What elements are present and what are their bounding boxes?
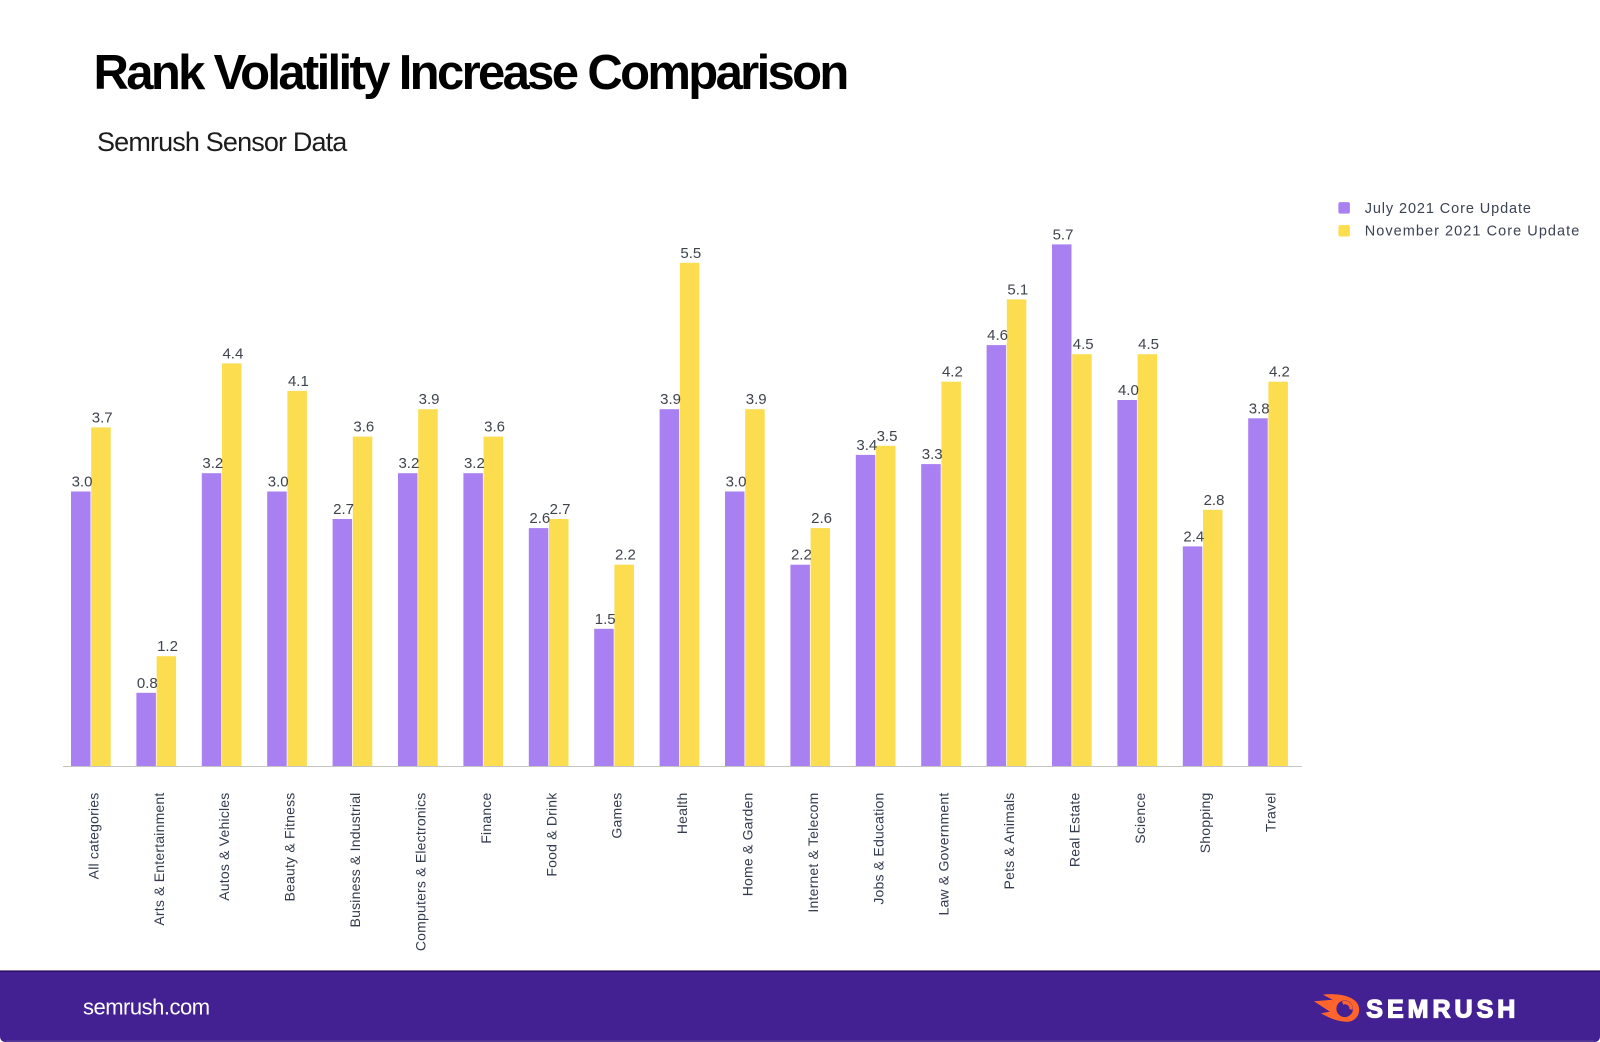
svg-text:Science: Science — [1132, 792, 1148, 843]
svg-text:3.5: 3.5 — [877, 428, 898, 445]
svg-text:3.9: 3.9 — [660, 391, 681, 408]
svg-text:5.5: 5.5 — [680, 245, 701, 262]
svg-text:Rank Volatility Increase Compa: Rank Volatility Increase Comparison — [94, 46, 847, 100]
svg-text:Shopping: Shopping — [1197, 793, 1213, 854]
svg-text:3.9: 3.9 — [746, 391, 767, 408]
svg-text:5.7: 5.7 — [1053, 226, 1074, 243]
svg-text:3.0: 3.0 — [72, 474, 93, 491]
svg-text:2.8: 2.8 — [1204, 492, 1225, 509]
svg-text:3.6: 3.6 — [353, 419, 374, 436]
svg-text:3.4: 3.4 — [856, 437, 877, 454]
svg-text:Pets & Animals: Pets & Animals — [1001, 793, 1017, 890]
svg-text:2.4: 2.4 — [1183, 528, 1204, 545]
svg-text:Food & Drink: Food & Drink — [543, 792, 559, 877]
svg-text:5.1: 5.1 — [1007, 281, 1028, 298]
svg-text:semrush.com: semrush.com — [83, 995, 210, 1020]
svg-text:2.6: 2.6 — [529, 510, 550, 527]
svg-text:3.9: 3.9 — [419, 391, 440, 408]
svg-text:4.6: 4.6 — [987, 327, 1008, 344]
svg-text:November 2021 Core Update: November 2021 Core Update — [1365, 224, 1581, 240]
svg-text:All categories: All categories — [85, 793, 101, 880]
svg-text:3.0: 3.0 — [268, 474, 289, 491]
svg-text:2.7: 2.7 — [550, 501, 571, 518]
svg-text:4.2: 4.2 — [942, 364, 963, 381]
svg-text:4.1: 4.1 — [288, 373, 309, 390]
svg-text:Semrush Sensor Data: Semrush Sensor Data — [97, 127, 348, 157]
svg-text:Beauty & Fitness: Beauty & Fitness — [282, 793, 298, 902]
svg-text:Computers & Electronics: Computers & Electronics — [413, 793, 429, 952]
svg-text:Business & Industrial: Business & Industrial — [347, 793, 363, 928]
svg-text:3.2: 3.2 — [464, 455, 485, 472]
svg-text:Arts & Entertainment: Arts & Entertainment — [151, 793, 167, 926]
svg-text:Law & Government: Law & Government — [936, 793, 952, 916]
svg-text:4.5: 4.5 — [1138, 336, 1159, 353]
svg-text:4.4: 4.4 — [222, 345, 243, 362]
svg-text:4.5: 4.5 — [1073, 336, 1094, 353]
svg-text:2.2: 2.2 — [791, 547, 812, 564]
svg-text:4.0: 4.0 — [1118, 382, 1139, 399]
svg-text:July 2021 Core Update: July 2021 Core Update — [1365, 201, 1532, 217]
svg-text:1.2: 1.2 — [157, 638, 178, 655]
svg-text:3.2: 3.2 — [202, 455, 223, 472]
svg-text:SEMRUSH: SEMRUSH — [1366, 995, 1519, 1023]
svg-text:3.3: 3.3 — [922, 446, 943, 463]
svg-text:Games: Games — [609, 793, 625, 839]
svg-text:3.8: 3.8 — [1249, 400, 1270, 417]
svg-text:Finance: Finance — [478, 792, 494, 843]
svg-text:Real Estate: Real Estate — [1066, 792, 1082, 867]
svg-text:3.0: 3.0 — [726, 474, 747, 491]
svg-text:3.6: 3.6 — [484, 419, 505, 436]
svg-text:Internet & Telecom: Internet & Telecom — [805, 793, 821, 913]
svg-text:Autos & Vehicles: Autos & Vehicles — [216, 793, 232, 901]
svg-text:Health: Health — [674, 793, 690, 835]
svg-text:2.7: 2.7 — [333, 501, 354, 518]
svg-text:Home & Garden: Home & Garden — [740, 793, 756, 897]
svg-text:3.7: 3.7 — [92, 409, 113, 426]
svg-text:2.2: 2.2 — [615, 547, 636, 564]
svg-text:3.2: 3.2 — [398, 455, 419, 472]
svg-text:2.6: 2.6 — [811, 510, 832, 527]
svg-text:Travel: Travel — [1263, 793, 1279, 833]
svg-text:Jobs & Education: Jobs & Education — [870, 793, 886, 905]
svg-text:1.5: 1.5 — [595, 611, 616, 628]
svg-text:4.2: 4.2 — [1269, 364, 1290, 381]
svg-text:0.8: 0.8 — [137, 675, 158, 692]
